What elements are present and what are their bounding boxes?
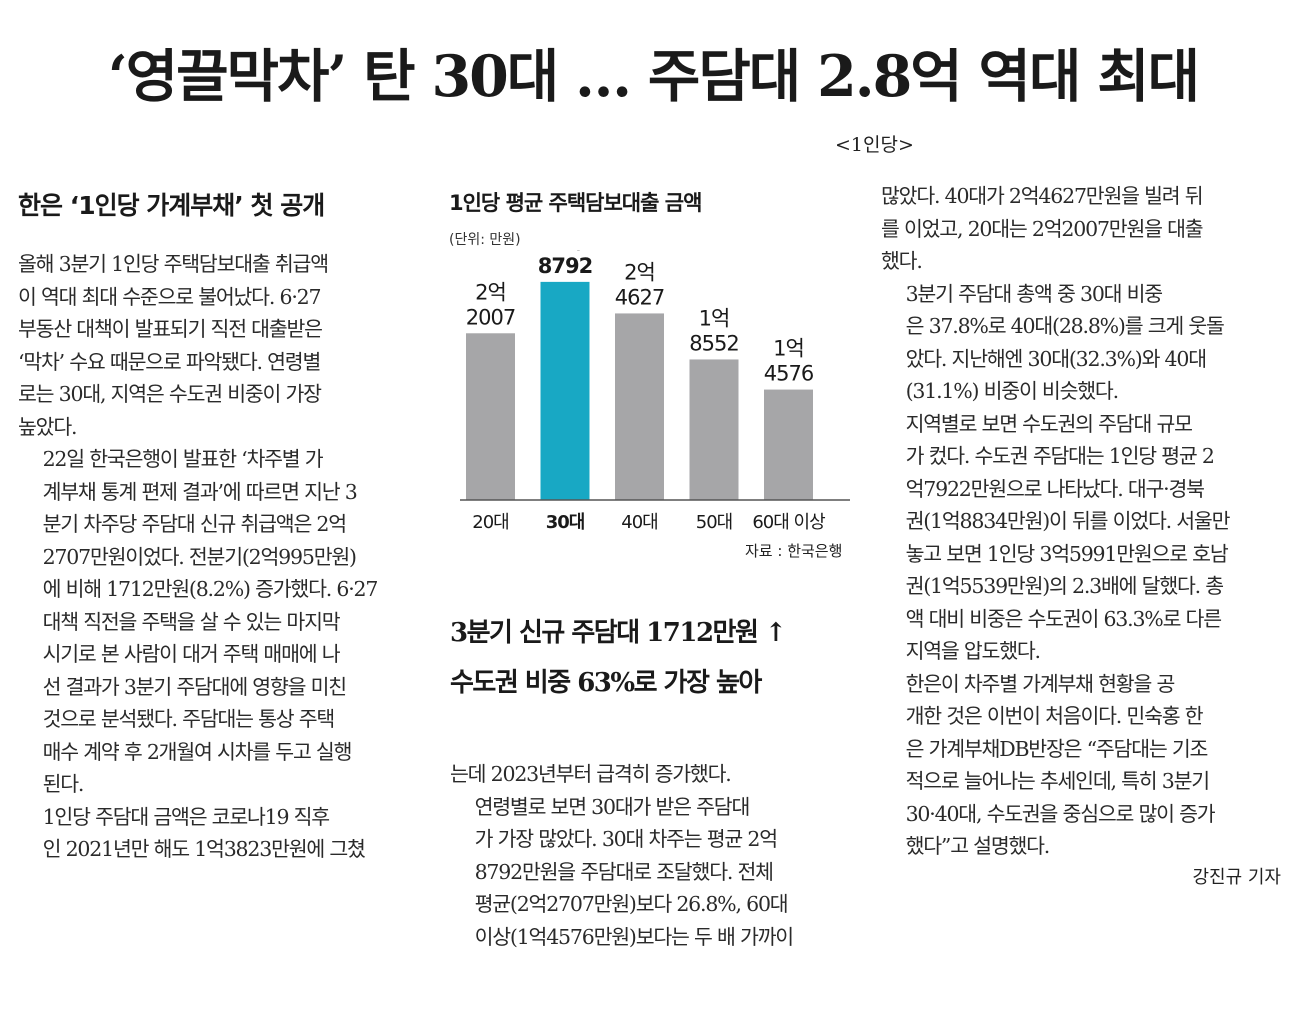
chart-bar <box>466 333 515 500</box>
text-line: 선 결과가 3분기 주담대에 영향을 미친 <box>42 674 348 699</box>
text-line: 개한 것은 이번이 처음이다. 민숙홍 한 <box>905 704 1204 728</box>
paragraph: 는데 2023년부터 급격히 증가했다. <box>450 758 848 791</box>
x-tick-label: 30대 <box>546 512 585 533</box>
text-line: 적으로 늘어나는 추세인데, 특히 3분기 <box>905 769 1211 793</box>
text-line: 가 컸다. 수도권 주담대는 1인당 평균 2 <box>905 444 1215 468</box>
text-line: 1인당 주담대 금액은 코로나19 직후 <box>42 804 331 829</box>
text-line: 2707만원이었다. 전분기(2억995만원) <box>42 544 357 569</box>
text-line: 은 37.8%로 40대(28.8%)를 크게 웃돌 <box>905 314 1225 338</box>
text-line: 인 2021년만 해도 1억3823만원에 그쳤 <box>42 837 366 861</box>
chart-title: 1인당 평균 주택담보대출 금액 <box>449 191 702 215</box>
bar-value-label: 2억 <box>549 250 581 253</box>
subheadline: 한은 ‘1인당 가계부채’ 첫 공개 <box>18 191 325 220</box>
x-tick-label: 60대 이상 <box>752 512 825 533</box>
text-line: 이 역대 최대 수준으로 불어났다. 6·27 <box>18 284 322 309</box>
per-person-note: <1인당> <box>835 134 914 156</box>
text-line: 많았다. 40대가 2억4627만원을 빌려 뒤 <box>881 184 1204 208</box>
text-line: 연령별로 보면 30대가 받은 주담대 <box>474 794 751 819</box>
text-line: 8792만원을 주담대로 조달했다. 전체 <box>474 859 774 884</box>
text-line: 지역을 압도했다. <box>905 639 1041 663</box>
chart-bar <box>689 359 739 500</box>
bar-value-label: 1억 <box>699 306 730 330</box>
text-line: 았다. 지난해엔 30대(32.3%)와 40대 <box>905 346 1207 371</box>
bar-value-label: 2억 <box>624 260 655 284</box>
text-line: 를 이었고, 20대는 2억2007만원을 대출 <box>881 216 1204 241</box>
bar-value-label: 4576 <box>764 362 814 386</box>
text-line: 억7922만원으로 나타났다. 대구·경북 <box>905 476 1205 501</box>
text-line: 22일 한국은행이 발표한 ‘차주별 가 <box>42 447 324 471</box>
chart-bar <box>540 281 590 500</box>
text-line: 에 비해 1712만원(8.2%) 증가했다. 6·27 <box>42 577 379 601</box>
article-column-1: 한은 ‘1인당 가계부채’ 첫 공개 올해 3분기 1인당 주택담보대출 취급액… <box>18 180 414 866</box>
text-line: 은 가계부채DB반장은 “주담대는 기조 <box>905 736 1209 761</box>
text-line: 한은이 차주별 가계부채 현황을 공 <box>905 671 1176 696</box>
text-line: 로는 30대, 지역은 수도권 비중이 가장 <box>18 382 322 406</box>
text-line: 3분기 주담대 총액 중 30대 비중 <box>905 281 1164 306</box>
text-line: 지역별로 보면 수도권의 주담대 규모 <box>905 411 1193 436</box>
mid-headline-line: 3분기 신규 주담대 1712만원 ↑ <box>450 618 787 648</box>
bar-value-label: 1억 <box>773 337 804 361</box>
text-line: 시기로 본 사람이 대거 주택 매매에 나 <box>42 642 341 666</box>
bar-value-label: 2007 <box>466 305 515 329</box>
bar-chart: 2억200720대2억879230대2억462740대1억855250대1억45… <box>460 250 850 533</box>
x-tick-label: 20대 <box>472 512 508 533</box>
text-line: 놓고 보면 1인당 3억5991만원으로 호남 <box>905 541 1229 566</box>
text-line: 분기 차주당 주담대 신규 취급액은 2억 <box>42 512 348 536</box>
text-line: 액 대비 비중은 수도권이 63.3%로 다른 <box>905 606 1222 631</box>
bar-value-label: 4627 <box>615 285 664 309</box>
text-line: (31.1%) 비중이 비슷했다. <box>905 379 1119 403</box>
text-line: 높았다. <box>18 414 77 439</box>
text-line: 부동산 대책이 발표되기 직전 대출받은 <box>18 317 323 341</box>
text-line: 평균(2억2707만원)보다 26.8%, 60대 <box>474 892 789 916</box>
text-line: ‘막차’ 수요 때문으로 파악됐다. 연령별 <box>18 349 321 374</box>
text-line: 는데 2023년부터 급격히 증가했다. <box>450 762 732 786</box>
text-line: 매수 계약 후 2개월여 시차를 두고 실행 <box>42 739 353 764</box>
text-line: 했다”고 설명했다. <box>905 834 1051 858</box>
byline: 강진규 기자 <box>1192 866 1281 888</box>
x-tick-label: 50대 <box>696 512 732 533</box>
text-line: 것으로 분석됐다. 주담대는 통상 주택 <box>42 707 336 731</box>
text-line: 했다. <box>881 249 923 273</box>
bar-value-label: 8792 <box>538 254 592 278</box>
mid-headline: 3분기 신규 주담대 1712만원 ↑ 수도권 비중 63%로 가장 높아 <box>450 608 860 708</box>
text-line: 30·40대, 수도권을 중심으로 많이 증가 <box>905 801 1216 826</box>
text-line: 대책 직전을 주택을 살 수 있는 마지막 <box>42 609 341 634</box>
chart-source: 자료 : 한국은행 <box>745 542 843 560</box>
text-line: 계부채 통계 편제 결과’에 따르면 지난 3 <box>42 479 358 504</box>
text-line: 권(1억5539만원)의 2.3배에 달했다. 총 <box>905 574 1225 598</box>
bar-value-label: 8552 <box>689 331 738 355</box>
chart-bar <box>764 389 813 500</box>
text-line: 올해 3분기 1인당 주택담보대출 취급액 <box>18 252 329 276</box>
text-line: 된다. <box>42 772 85 796</box>
text-line: 권(1억8834만원)이 뒤를 이었다. 서울만 <box>905 509 1231 533</box>
chart-bar <box>615 313 664 500</box>
chart-unit: (단위: 만원) <box>449 232 521 248</box>
text-line: 이상(1억4576만원)보다는 두 배 가까이 <box>474 924 795 949</box>
text-line: 가 가장 많았다. 30대 차주는 평균 2억 <box>474 827 779 851</box>
x-tick-label: 40대 <box>621 512 657 533</box>
bar-value-label: 2억 <box>475 280 506 304</box>
headline: ‘영끌막차’ 탄 30대 … 주담대 2.8억 역대 최대 <box>107 43 1200 110</box>
article-column-2: 는데 2023년부터 급격히 증가했다. 연령별로 보면 30대가 받은 주담대… <box>450 758 848 953</box>
mid-headline-line: 수도권 비중 63%로 가장 높아 <box>450 668 762 698</box>
